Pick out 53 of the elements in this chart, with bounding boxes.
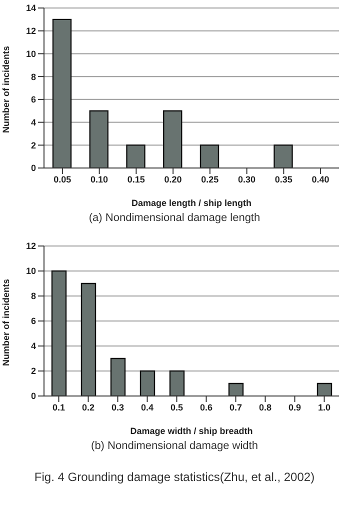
x-tick-label: 0.35 [274, 174, 292, 184]
y-tick-label: 10 [26, 266, 36, 276]
x-tick-label: 0.9 [288, 402, 302, 412]
y-tick-label: 12 [26, 241, 36, 252]
x-tick-label: 0.3 [111, 402, 124, 412]
bar [316, 382, 332, 396]
bar [169, 370, 185, 396]
x-tick-label: 0.30 [238, 174, 256, 184]
bar [274, 144, 293, 168]
bar [163, 110, 182, 168]
bar [228, 382, 244, 396]
x-tick-label: 0.5 [170, 402, 184, 412]
y-tick-label: 12 [26, 26, 36, 36]
x-tick-label: 0.8 [258, 402, 272, 412]
x-axis-title: Damage width / ship breadth [130, 426, 253, 436]
text: (b) Nondimensional damage width [90, 440, 259, 452]
y-axis-title: Number of incidents [1, 278, 12, 366]
x-tick-label: 0.2 [82, 402, 95, 412]
x-tick-label: 0.15 [127, 174, 145, 184]
x-tick-label: 0.10 [90, 174, 108, 184]
x-tick-label: 1.0 [318, 402, 331, 412]
y-tick-label: 0 [30, 391, 36, 402]
bar [110, 358, 126, 396]
y-tick-label: 8 [30, 72, 36, 82]
bar [51, 270, 67, 396]
y-tick-label: 14 [26, 3, 36, 14]
bar [89, 110, 108, 168]
y-tick-label: 8 [30, 291, 36, 302]
y-tick-label: 2 [30, 366, 36, 376]
x-tick-label: 0.6 [200, 402, 213, 412]
y-axis-title: Number of incidents [1, 46, 12, 133]
y-tick-label: 6 [30, 94, 36, 105]
bar [80, 282, 96, 396]
y-tick-label: 10 [26, 48, 36, 59]
x-tick-label: 0.40 [312, 174, 330, 184]
bar [52, 18, 72, 168]
y-tick-label: 0 [30, 163, 36, 174]
bar [200, 144, 220, 168]
y-tick-label: 2 [30, 140, 36, 150]
x-axis-title: Damage length / ship length [131, 198, 252, 208]
bar [126, 144, 146, 168]
caption: Fig. 4 Grounding damage statistics(Zhu, et al., 2002) [33, 470, 316, 484]
x-tick-label: 0.1 [52, 402, 66, 412]
x-tick-label: 0.25 [201, 174, 219, 184]
x-tick-label: 0.4 [140, 402, 154, 412]
y-tick-label: 6 [30, 316, 36, 326]
x-tick-label: 0.05 [54, 174, 72, 184]
bar [140, 370, 156, 396]
y-tick-label: 4 [30, 117, 36, 128]
text: (a) Nondimensional damage length [88, 212, 262, 224]
y-tick-label: 4 [30, 341, 36, 352]
x-tick-label: 0.7 [229, 402, 242, 412]
x-tick-label: 0.20 [164, 174, 182, 184]
